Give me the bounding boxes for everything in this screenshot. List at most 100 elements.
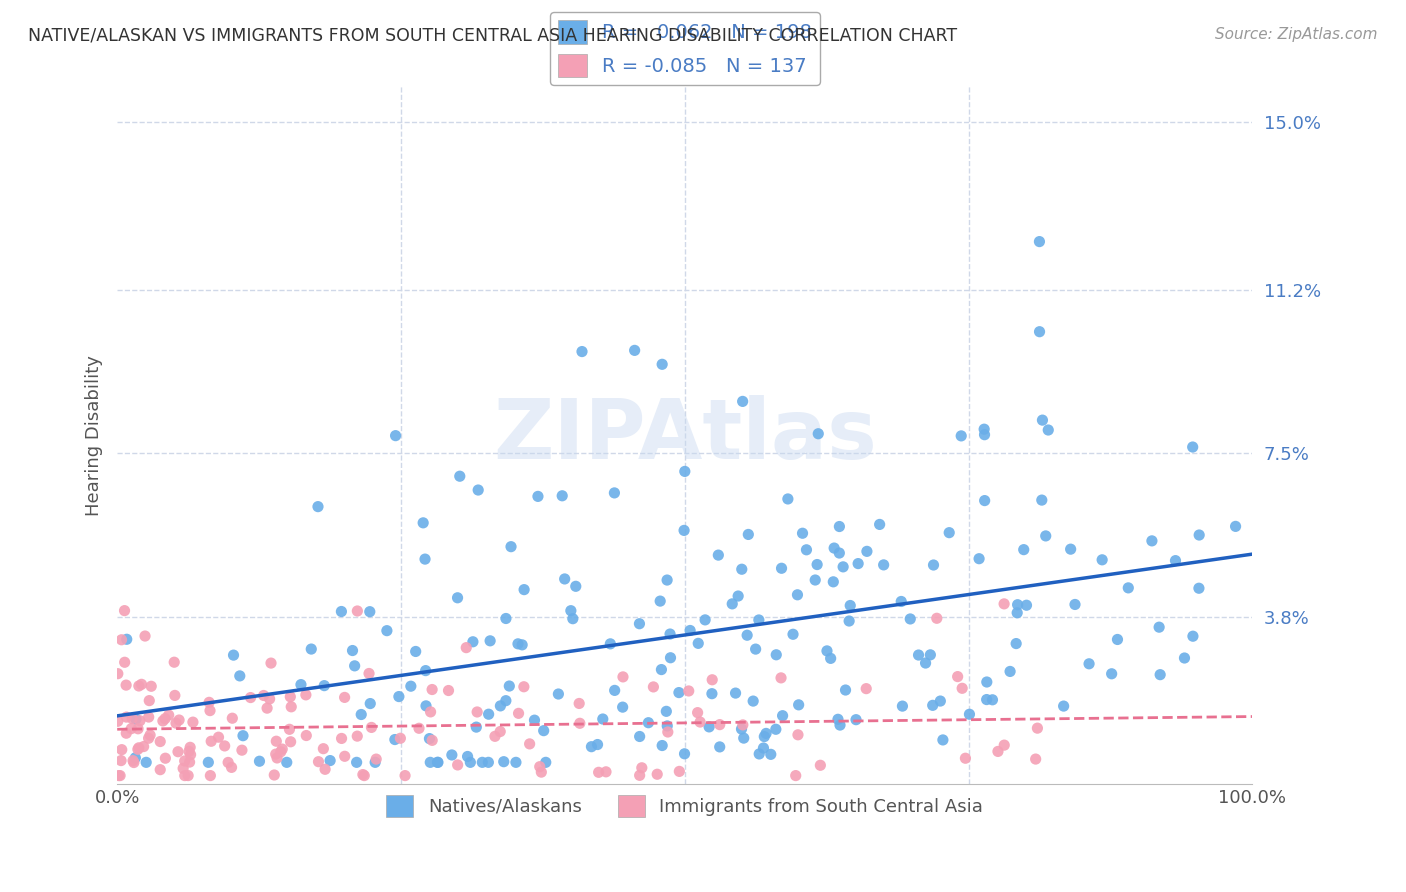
Point [364, 756, 387, 770]
Point [668, 685, 690, 699]
Point [592, 712, 614, 726]
Point [733, 731, 755, 745]
Point [678, 684, 700, 698]
Point [673, 464, 696, 478]
Point [513, 582, 536, 597]
Point [125, 712, 148, 726]
Point [172, 761, 194, 775]
Point [120, 722, 142, 736]
Point [754, 730, 776, 744]
Point [508, 706, 530, 721]
Point [426, 756, 449, 770]
Point [290, 678, 312, 692]
Point [651, 739, 673, 753]
Point [198, 695, 221, 709]
Point [167, 713, 190, 727]
Point [588, 765, 610, 780]
Point [197, 756, 219, 770]
Point [446, 758, 468, 772]
Point [735, 628, 758, 642]
Point [787, 728, 810, 742]
Point [408, 721, 430, 735]
Point [697, 720, 720, 734]
Point [673, 524, 696, 538]
Point [973, 493, 995, 508]
Point [748, 747, 770, 761]
Point [922, 558, 945, 572]
Point [820, 651, 842, 665]
Point [270, 745, 292, 759]
Point [456, 640, 478, 655]
Point [467, 483, 489, 497]
Point [131, 677, 153, 691]
Point [214, 739, 236, 753]
Point [181, 715, 204, 730]
Point [465, 720, 488, 734]
Point [519, 737, 541, 751]
Point [222, 648, 245, 662]
Point [107, 666, 129, 681]
Point [679, 624, 702, 638]
Point [141, 679, 163, 693]
Point [806, 558, 828, 572]
Point [495, 611, 517, 625]
Point [695, 613, 717, 627]
Point [477, 756, 499, 770]
Point [314, 679, 336, 693]
Point [513, 680, 536, 694]
Point [461, 634, 484, 648]
Point [333, 690, 356, 705]
Point [460, 756, 482, 770]
Point [260, 656, 283, 670]
Point [333, 749, 356, 764]
Point [534, 756, 557, 770]
Point [167, 745, 190, 759]
Point [932, 733, 955, 747]
Point [384, 732, 406, 747]
Point [465, 705, 488, 719]
Point [586, 738, 609, 752]
Point [659, 650, 682, 665]
Point [856, 544, 879, 558]
Point [1225, 519, 1247, 533]
Point [1012, 542, 1035, 557]
Point [547, 687, 569, 701]
Point [198, 704, 221, 718]
Y-axis label: Hearing Disability: Hearing Disability [86, 355, 103, 516]
Point [155, 751, 177, 765]
Point [1028, 325, 1050, 339]
Point [426, 756, 449, 770]
Point [1005, 636, 1028, 650]
Point [650, 663, 672, 677]
Point [259, 692, 281, 706]
Point [229, 669, 252, 683]
Point [721, 597, 744, 611]
Point [484, 729, 506, 743]
Point [950, 429, 973, 443]
Point [114, 604, 136, 618]
Point [122, 756, 145, 770]
Point [787, 698, 810, 712]
Point [742, 694, 765, 708]
Point [449, 469, 471, 483]
Point [115, 726, 138, 740]
Point [702, 673, 724, 687]
Point [505, 756, 527, 770]
Point [384, 428, 406, 442]
Point [135, 756, 157, 770]
Point [1025, 752, 1047, 766]
Point [560, 604, 582, 618]
Point [134, 629, 156, 643]
Point [489, 724, 512, 739]
Point [838, 614, 860, 628]
Point [1035, 529, 1057, 543]
Point [173, 768, 195, 782]
Point [744, 642, 766, 657]
Point [993, 597, 1015, 611]
Point [628, 768, 651, 782]
Point [264, 747, 287, 761]
Point [1181, 629, 1204, 643]
Point [239, 690, 262, 705]
Point [478, 707, 501, 722]
Point [420, 733, 443, 747]
